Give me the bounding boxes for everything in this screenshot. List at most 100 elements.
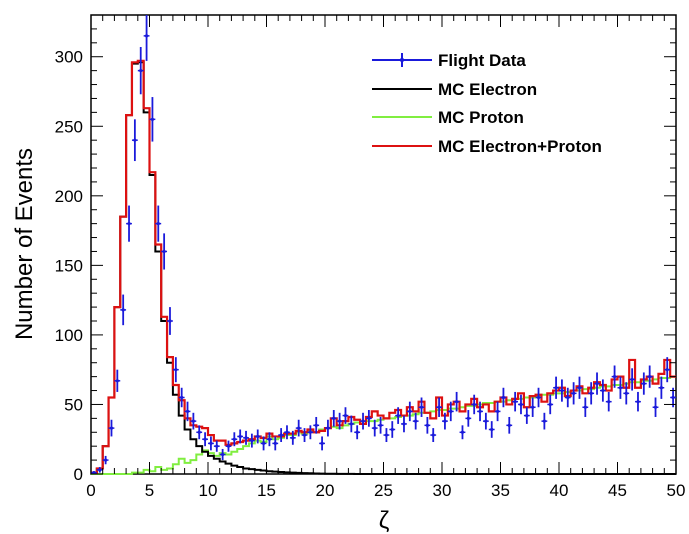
data-point-marker (92, 471, 96, 475)
data-point (564, 387, 571, 408)
data-point (424, 416, 431, 434)
data-point (418, 397, 425, 417)
data-point (330, 410, 337, 427)
data-point-marker (490, 427, 494, 432)
data-point-marker (343, 413, 348, 418)
data-point-marker (355, 430, 359, 434)
data-point-marker (601, 388, 605, 393)
data-point (225, 440, 232, 452)
x-tick-label-50: 50 (667, 481, 686, 500)
data-point (102, 455, 109, 465)
data-point (360, 412, 366, 430)
x-tick-label-10: 10 (199, 481, 218, 500)
data-point (383, 428, 390, 443)
data-point-marker (501, 395, 506, 400)
data-point (319, 436, 325, 451)
data-point (588, 382, 595, 405)
data-point-marker (595, 381, 599, 386)
data-point-marker (320, 441, 324, 445)
data-point (254, 429, 261, 444)
data-point-marker (648, 375, 652, 379)
data-point-marker (156, 222, 160, 226)
data-point (453, 391, 460, 412)
data-point-marker (577, 386, 582, 390)
data-point (646, 365, 653, 388)
data-point (190, 412, 197, 430)
data-point (611, 365, 618, 388)
data-point (447, 401, 454, 422)
data-point (518, 394, 524, 415)
y-tick-label-0: 0 (74, 465, 83, 484)
y-tick-label-50: 50 (64, 395, 83, 414)
legend-marker-flight-data (399, 57, 405, 63)
data-point (412, 412, 419, 430)
data-point-marker (425, 423, 429, 427)
data-point-marker (174, 368, 178, 372)
data-point (278, 428, 285, 443)
data-point-marker (115, 379, 119, 383)
data-point-marker (308, 430, 312, 434)
legend-item-mc-electron-proton: MC Electron+Proton (372, 137, 602, 156)
data-point-marker (630, 377, 634, 382)
data-point-marker (472, 402, 476, 407)
flight-data-series (91, 15, 676, 475)
data-point-marker (191, 419, 195, 423)
data-point (120, 294, 127, 326)
data-point (336, 412, 343, 430)
data-point (459, 425, 466, 440)
data-point-marker (612, 375, 617, 379)
data-point-marker (373, 426, 377, 430)
x-tick-label-20: 20 (316, 481, 335, 500)
data-point (553, 376, 559, 399)
data-point (342, 407, 349, 424)
data-point (547, 394, 554, 415)
data-point-marker (121, 308, 125, 312)
data-point-marker (560, 388, 564, 393)
data-point (570, 382, 577, 405)
data-point (266, 432, 273, 447)
x-tick-label-30: 30 (433, 481, 452, 500)
data-point-marker (449, 409, 453, 414)
data-point-marker (197, 430, 201, 434)
data-point (237, 429, 244, 444)
data-point (664, 357, 671, 383)
data-point (635, 391, 641, 412)
data-point (114, 369, 121, 392)
data-point-marker (267, 437, 272, 441)
data-point (196, 425, 203, 440)
data-point (284, 425, 290, 440)
data-point (260, 436, 267, 451)
data-point-marker (484, 419, 488, 423)
y-tick-label-200: 200 (55, 187, 83, 206)
legend-item-mc-electron: MC Electron (372, 80, 537, 99)
data-point-marker (291, 436, 295, 440)
legend-item-mc-proton: MC Proton (372, 108, 524, 127)
data-point-marker (285, 430, 289, 434)
data-point (523, 407, 530, 424)
data-point (325, 419, 331, 437)
data-point-marker (542, 419, 546, 423)
data-point (436, 397, 442, 417)
data-point-marker (513, 400, 517, 404)
data-point-marker (332, 416, 336, 420)
data-point-marker (390, 427, 394, 432)
y-tick-label-250: 250 (55, 117, 83, 136)
data-point (208, 436, 214, 451)
data-point-marker (519, 402, 523, 407)
data-point-marker (466, 416, 470, 420)
data-point (599, 379, 606, 402)
data-point-marker (396, 413, 400, 418)
axes: 0 5 10 15 20 25 30 35 40 45 50 0 50 100 150 200 250 300 (55, 14, 686, 500)
data-point (213, 440, 220, 452)
data-point-marker (238, 434, 242, 439)
data-point-marker (302, 433, 307, 437)
data-point-marker (624, 391, 628, 395)
data-point (178, 387, 185, 408)
data-point-marker (507, 423, 511, 427)
data-point-marker (349, 422, 353, 426)
data-point-marker (273, 441, 277, 445)
data-point (243, 430, 249, 445)
legend-label-mc-electron-proton: MC Electron+Proton (438, 137, 602, 156)
data-point-marker (618, 386, 623, 390)
